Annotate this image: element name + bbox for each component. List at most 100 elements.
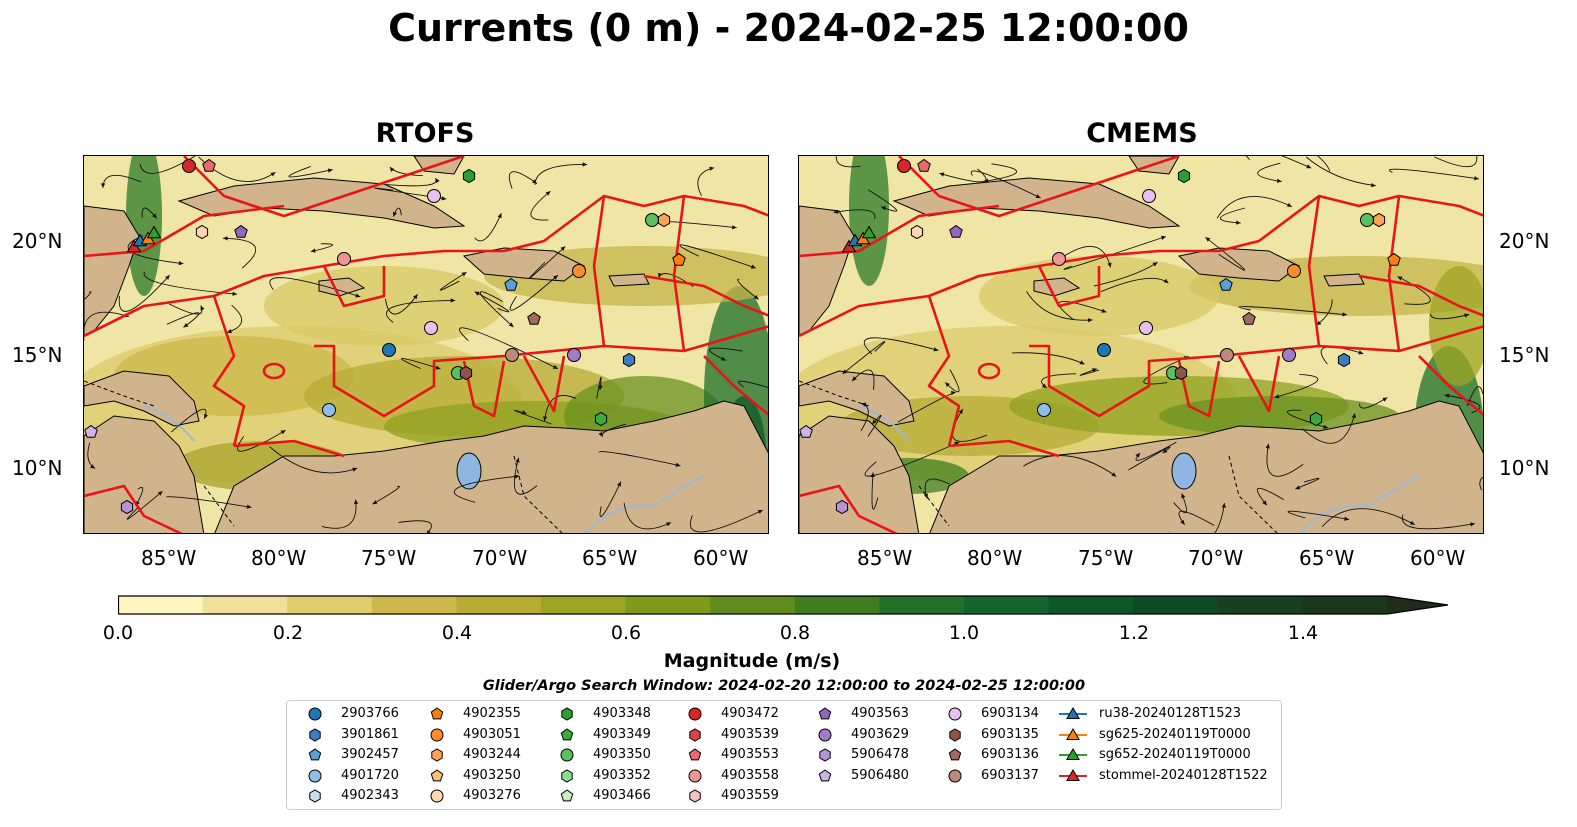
streamline xyxy=(166,496,252,508)
streamline-arrow xyxy=(1152,262,1158,267)
streamline xyxy=(269,446,358,474)
streamline-arrow xyxy=(1444,393,1450,398)
legend-label: 4901720 xyxy=(341,767,399,783)
streamline xyxy=(1301,413,1356,444)
legend-label: 4903350 xyxy=(593,747,651,762)
streamline-arrow xyxy=(1091,368,1097,373)
colorbar-tick-6: 1.2 xyxy=(1118,622,1150,644)
map-rtofs[interactable] xyxy=(83,155,769,534)
streamline-arrow xyxy=(450,298,456,303)
legend-shape xyxy=(948,707,962,721)
streamline xyxy=(679,244,756,269)
streamline-arrow xyxy=(426,530,431,533)
lon-label-85w-left: 85°W xyxy=(141,546,197,570)
streamline-arrow xyxy=(152,213,157,219)
streamline xyxy=(374,187,447,200)
streamline-arrow xyxy=(954,441,960,446)
streamline xyxy=(1205,236,1246,271)
float-marker xyxy=(337,252,351,266)
float-marker xyxy=(1387,252,1401,266)
streamline xyxy=(474,291,510,313)
lon-label-60w-left: 60°W xyxy=(693,546,749,570)
colorbar-tick-7: 1.4 xyxy=(1287,622,1319,644)
legend-shape xyxy=(561,768,573,783)
streamline-arrow xyxy=(1162,448,1168,454)
streamline-arrow xyxy=(1358,350,1364,355)
streamline xyxy=(508,171,538,189)
streamline xyxy=(528,246,566,279)
streamline-arrow xyxy=(441,196,447,201)
legend-shape xyxy=(308,769,322,782)
streamline-arrow xyxy=(675,462,681,467)
eez-boundary xyxy=(1307,195,1321,347)
streamline xyxy=(385,294,418,315)
eez-boundary xyxy=(643,274,768,317)
colorbar-label: Magnitude (m/s) xyxy=(663,650,841,672)
legend-label: 4903539 xyxy=(721,726,779,742)
streamline-arrow xyxy=(1262,500,1267,506)
streamline-arrow xyxy=(372,500,378,505)
streamline-arrow xyxy=(508,322,514,327)
float-marker xyxy=(917,158,931,172)
float-marker xyxy=(910,224,924,240)
streamline-arrow xyxy=(861,402,867,407)
legend-shape xyxy=(948,748,962,761)
legend-shape xyxy=(560,789,574,802)
streamline-arrow xyxy=(617,481,621,487)
streamline xyxy=(514,409,552,425)
float-marker xyxy=(1360,213,1374,227)
float-marker xyxy=(1139,321,1153,335)
streamline xyxy=(84,291,92,301)
streamline-arrow xyxy=(1295,485,1301,490)
land-mass xyxy=(1323,273,1365,287)
colorbar-gradient xyxy=(117,595,1449,615)
streamline xyxy=(386,299,456,323)
float-marker xyxy=(382,343,396,357)
legend-marker-icon xyxy=(1059,768,1087,781)
colorbar-segment xyxy=(1302,596,1388,614)
float-marker xyxy=(567,348,581,362)
colorbar-segment xyxy=(1133,596,1219,614)
legend-shape xyxy=(819,748,831,762)
colorbar-segment xyxy=(541,596,627,614)
political-border xyxy=(799,380,1278,533)
streamline xyxy=(1058,301,1107,321)
streamline xyxy=(952,408,988,442)
streamline-arrow xyxy=(1274,394,1280,399)
float-marker xyxy=(459,365,473,381)
streamline xyxy=(1256,487,1285,506)
streamline xyxy=(842,341,886,375)
streamline-arrow xyxy=(1409,520,1415,525)
streamline xyxy=(453,475,520,503)
streamline-arrow xyxy=(983,178,989,183)
lon-label-85w-right: 85°W xyxy=(857,546,913,570)
streamline-arrow xyxy=(353,499,359,505)
float-marker xyxy=(949,224,963,238)
streamline-arrow xyxy=(553,275,558,280)
legend-shape xyxy=(561,707,573,721)
colorbar-segment xyxy=(710,596,796,614)
streamline-arrow xyxy=(310,248,316,253)
map-canvas xyxy=(84,156,768,533)
eez-boundary xyxy=(1029,325,1483,418)
streamline xyxy=(864,441,960,477)
legend-label: 3902457 xyxy=(341,747,399,762)
float-marker xyxy=(424,321,438,335)
streamline xyxy=(1317,156,1331,172)
figure-title: Currents (0 m) - 2024-02-25 12:00:00 xyxy=(388,6,1189,50)
streamline-arrow xyxy=(232,291,238,296)
eez-boundary xyxy=(212,295,246,447)
streamline-arrow xyxy=(1265,443,1270,449)
land-mass xyxy=(84,370,200,427)
streamline xyxy=(1287,510,1350,520)
legend-label: 5906478 xyxy=(851,747,909,762)
streamline xyxy=(1397,276,1431,305)
streamline xyxy=(939,168,987,183)
map-cmems[interactable] xyxy=(798,155,1484,534)
lon-label-70w-left: 70°W xyxy=(472,546,528,570)
legend-label: sg625-20240119T0000 xyxy=(1099,726,1251,742)
eez-boundary xyxy=(948,439,1060,458)
float-marker xyxy=(505,348,519,362)
streamline xyxy=(1295,477,1320,490)
legend-label: 4903553 xyxy=(721,747,779,762)
